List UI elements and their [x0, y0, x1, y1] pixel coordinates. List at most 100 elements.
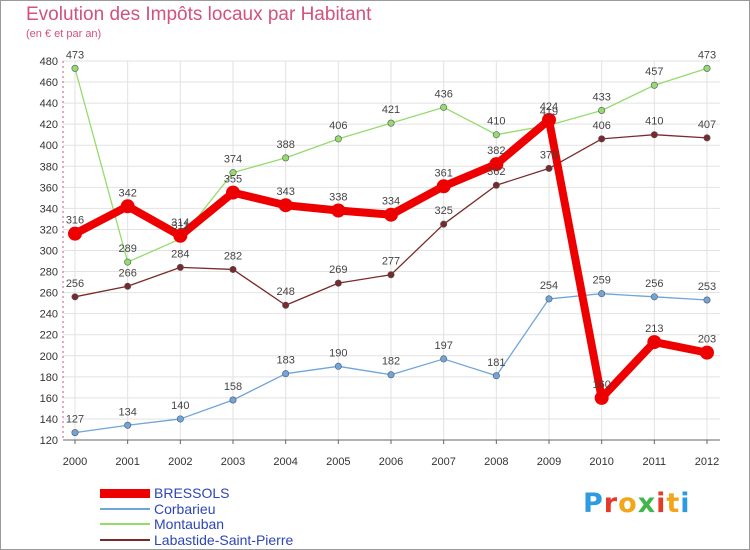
data-label: 406	[329, 120, 347, 132]
x-tick-label: 2001	[115, 456, 139, 468]
legend-swatch	[100, 488, 150, 498]
data-point	[226, 185, 240, 200]
data-label: 406	[592, 120, 610, 132]
data-label: 197	[434, 340, 452, 352]
data-point	[387, 271, 395, 279]
x-tick-label: 2000	[63, 456, 87, 468]
data-point	[650, 293, 658, 301]
data-point	[440, 355, 448, 363]
data-label: 182	[382, 356, 400, 368]
data-label: 160	[592, 379, 610, 391]
y-tick-label: 400	[40, 140, 58, 152]
y-tick-label: 420	[40, 119, 58, 131]
data-point	[331, 203, 346, 218]
data-label: 457	[645, 66, 663, 78]
y-tick-label: 220	[40, 330, 58, 342]
y-tick-label: 460	[40, 77, 58, 89]
data-label: 334	[382, 196, 400, 208]
data-label: 473	[698, 49, 716, 61]
data-label: 254	[540, 280, 558, 292]
logo-letter: t	[666, 488, 681, 519]
data-point	[176, 263, 184, 271]
data-label: 338	[329, 191, 347, 203]
data-label: 127	[66, 414, 84, 426]
y-tick-label: 240	[40, 309, 58, 321]
data-label: 355	[224, 174, 242, 186]
logo-letter: r	[603, 488, 619, 519]
data-label: 256	[645, 278, 663, 290]
legend-item: Labastide-Saint-Pierre	[100, 532, 293, 548]
data-point	[229, 169, 237, 177]
y-tick-label: 320	[40, 224, 58, 236]
y-tick-label: 260	[40, 288, 58, 300]
proxiti-logo: Proxiti	[583, 488, 691, 519]
legend-swatch	[100, 523, 150, 525]
data-label: 314	[171, 217, 189, 229]
data-point	[229, 265, 237, 273]
data-point	[492, 372, 500, 380]
x-tick-label: 2007	[431, 456, 455, 468]
legend-item: Montauban	[100, 516, 224, 532]
data-point	[71, 64, 79, 72]
data-point	[124, 282, 132, 290]
data-label: 183	[276, 355, 294, 367]
data-point	[387, 119, 395, 127]
data-point	[334, 279, 342, 287]
logo-letter: o	[618, 488, 638, 519]
data-label: 203	[698, 334, 716, 346]
data-point	[542, 112, 556, 127]
legend-label: BRESSOLS	[154, 485, 230, 501]
data-point	[598, 106, 606, 114]
data-point	[492, 181, 500, 189]
data-label: 181	[487, 357, 505, 369]
data-point	[650, 81, 658, 89]
data-point	[489, 157, 504, 172]
y-tick-label: 200	[40, 351, 58, 363]
data-label: 269	[329, 264, 347, 276]
logo-letter: i	[656, 488, 667, 519]
data-point	[124, 421, 132, 429]
x-tick-label: 2002	[168, 456, 192, 468]
x-tick-label: 2004	[273, 456, 297, 468]
legend-swatch	[100, 539, 150, 541]
x-tick-label: 2003	[221, 456, 245, 468]
data-point	[334, 362, 342, 370]
x-tick-label: 2012	[695, 456, 719, 468]
logo-letter: i	[680, 488, 691, 519]
data-label: 374	[224, 154, 242, 166]
y-tick-label: 300	[40, 246, 58, 258]
y-tick-label: 340	[40, 203, 58, 215]
data-point	[282, 154, 290, 162]
data-point	[387, 371, 395, 379]
data-label: 436	[434, 88, 452, 100]
data-point	[384, 207, 398, 222]
data-label: 361	[434, 167, 452, 179]
data-label: 213	[645, 323, 663, 335]
data-label: 343	[276, 186, 294, 198]
data-label: 158	[224, 381, 242, 393]
x-tick-label: 2006	[379, 456, 403, 468]
data-point	[545, 164, 553, 172]
legend-swatch	[100, 508, 150, 510]
data-label: 433	[592, 91, 610, 103]
data-point	[68, 226, 82, 241]
data-label: 259	[592, 275, 610, 287]
x-tick-label: 2010	[589, 456, 613, 468]
y-tick-label: 120	[40, 435, 58, 447]
data-label: 311	[172, 220, 190, 232]
data-point	[440, 220, 448, 228]
data-point	[650, 131, 658, 139]
chart-title: Evolution des Impôts locaux par Habitant	[26, 4, 372, 25]
data-label: 388	[276, 139, 294, 151]
x-tick-label: 2011	[643, 456, 667, 468]
logo-letter: x	[637, 488, 657, 519]
data-label: 140	[171, 400, 189, 412]
logo-letter: P	[583, 488, 604, 519]
legend-item: BRESSOLS	[100, 485, 230, 501]
data-point	[282, 301, 290, 309]
x-tick-label: 2009	[537, 456, 561, 468]
data-point	[703, 296, 711, 304]
data-label: 134	[118, 406, 136, 418]
data-point	[282, 370, 290, 378]
